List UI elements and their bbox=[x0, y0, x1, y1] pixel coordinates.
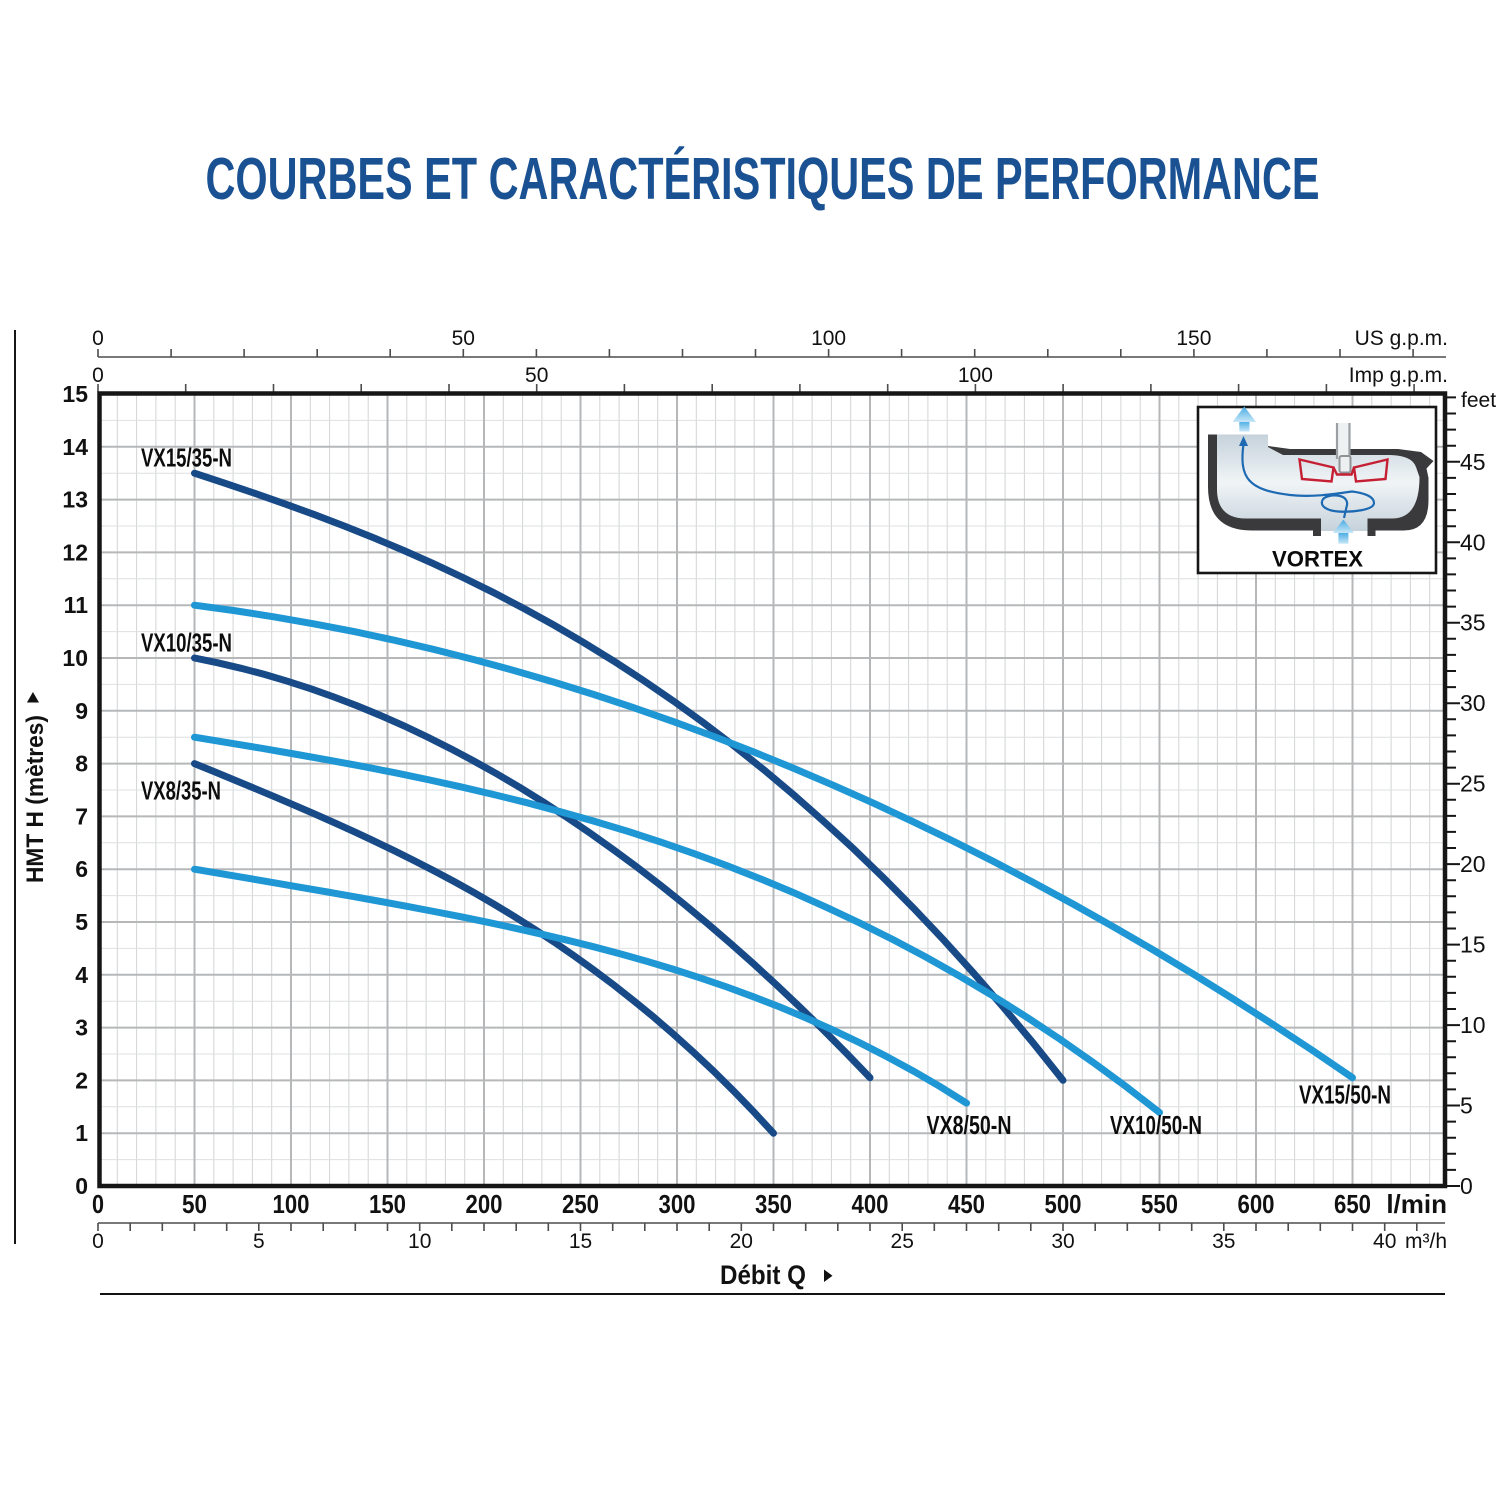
svg-text:150: 150 bbox=[1176, 327, 1211, 350]
svg-text:25: 25 bbox=[1460, 771, 1486, 797]
svg-text:5: 5 bbox=[253, 1230, 265, 1253]
svg-text:400: 400 bbox=[852, 1189, 889, 1219]
svg-text:Débit Q: Débit Q bbox=[720, 1260, 806, 1290]
svg-text:COURBES ET CARACTÉRISTIQUES DE: COURBES ET CARACTÉRISTIQUES DE PERFORMAN… bbox=[206, 146, 1320, 212]
svg-text:300: 300 bbox=[659, 1189, 696, 1219]
svg-text:13: 13 bbox=[62, 487, 88, 513]
svg-text:4: 4 bbox=[75, 962, 88, 988]
svg-text:VX8/35-N: VX8/35-N bbox=[141, 776, 221, 806]
svg-text:VX10/35-N: VX10/35-N bbox=[141, 628, 232, 658]
svg-text:VX10/50-N: VX10/50-N bbox=[1110, 1110, 1202, 1140]
svg-text:25: 25 bbox=[891, 1230, 914, 1253]
svg-text:0: 0 bbox=[92, 327, 104, 350]
svg-text:100: 100 bbox=[958, 364, 993, 387]
svg-text:6: 6 bbox=[75, 856, 88, 882]
svg-text:45: 45 bbox=[1460, 449, 1486, 475]
svg-text:VORTEX: VORTEX bbox=[1272, 547, 1363, 572]
svg-text:450: 450 bbox=[948, 1189, 985, 1219]
svg-text:1: 1 bbox=[75, 1120, 88, 1146]
svg-text:VX8/50-N: VX8/50-N bbox=[927, 1110, 1012, 1140]
svg-text:8: 8 bbox=[75, 751, 88, 777]
svg-text:50: 50 bbox=[452, 327, 475, 350]
svg-text:40: 40 bbox=[1460, 529, 1486, 555]
svg-text:100: 100 bbox=[811, 327, 846, 350]
svg-text:650: 650 bbox=[1334, 1189, 1371, 1219]
svg-text:12: 12 bbox=[62, 539, 88, 565]
svg-text:feet: feet bbox=[1461, 389, 1496, 412]
svg-text:15: 15 bbox=[62, 381, 88, 407]
svg-text:0: 0 bbox=[1460, 1173, 1473, 1199]
svg-text:5: 5 bbox=[75, 909, 88, 935]
svg-text:15: 15 bbox=[569, 1230, 592, 1253]
svg-text:US g.p.m.: US g.p.m. bbox=[1355, 327, 1448, 350]
svg-text:10: 10 bbox=[408, 1230, 431, 1253]
svg-text:3: 3 bbox=[75, 1015, 88, 1041]
svg-text:2: 2 bbox=[75, 1067, 88, 1093]
svg-text:0: 0 bbox=[92, 364, 104, 387]
svg-text:10: 10 bbox=[1460, 1012, 1486, 1038]
svg-text:l/min: l/min bbox=[1386, 1189, 1447, 1219]
svg-text:0: 0 bbox=[75, 1173, 88, 1199]
svg-text:5: 5 bbox=[1460, 1093, 1473, 1119]
svg-text:7: 7 bbox=[75, 803, 88, 829]
svg-text:10: 10 bbox=[62, 645, 88, 671]
svg-text:30: 30 bbox=[1460, 690, 1486, 716]
svg-text:9: 9 bbox=[75, 698, 88, 724]
svg-text:HMT H (mètres): HMT H (mètres) bbox=[22, 715, 49, 883]
svg-text:20: 20 bbox=[1460, 851, 1486, 877]
svg-text:200: 200 bbox=[466, 1189, 503, 1219]
svg-text:600: 600 bbox=[1238, 1189, 1275, 1219]
svg-text:250: 250 bbox=[562, 1189, 599, 1219]
svg-text:14: 14 bbox=[62, 434, 88, 460]
svg-text:35: 35 bbox=[1212, 1230, 1235, 1253]
svg-text:20: 20 bbox=[730, 1230, 753, 1253]
svg-text:30: 30 bbox=[1051, 1230, 1074, 1253]
svg-text:50: 50 bbox=[182, 1189, 207, 1219]
svg-text:550: 550 bbox=[1141, 1189, 1178, 1219]
svg-text:VX15/35-N: VX15/35-N bbox=[141, 443, 232, 473]
svg-text:VX15/50-N: VX15/50-N bbox=[1299, 1080, 1391, 1110]
svg-text:Imp g.p.m.: Imp g.p.m. bbox=[1349, 364, 1448, 387]
svg-text:m³/h: m³/h bbox=[1405, 1230, 1447, 1253]
svg-text:0: 0 bbox=[92, 1189, 104, 1219]
svg-text:100: 100 bbox=[273, 1189, 310, 1219]
svg-text:0: 0 bbox=[92, 1230, 104, 1253]
svg-text:40: 40 bbox=[1373, 1230, 1396, 1253]
svg-text:350: 350 bbox=[755, 1189, 792, 1219]
svg-text:35: 35 bbox=[1460, 610, 1486, 636]
svg-text:15: 15 bbox=[1460, 932, 1486, 958]
svg-text:50: 50 bbox=[525, 364, 548, 387]
svg-text:150: 150 bbox=[369, 1189, 406, 1219]
svg-text:11: 11 bbox=[64, 592, 89, 618]
svg-text:500: 500 bbox=[1045, 1189, 1082, 1219]
